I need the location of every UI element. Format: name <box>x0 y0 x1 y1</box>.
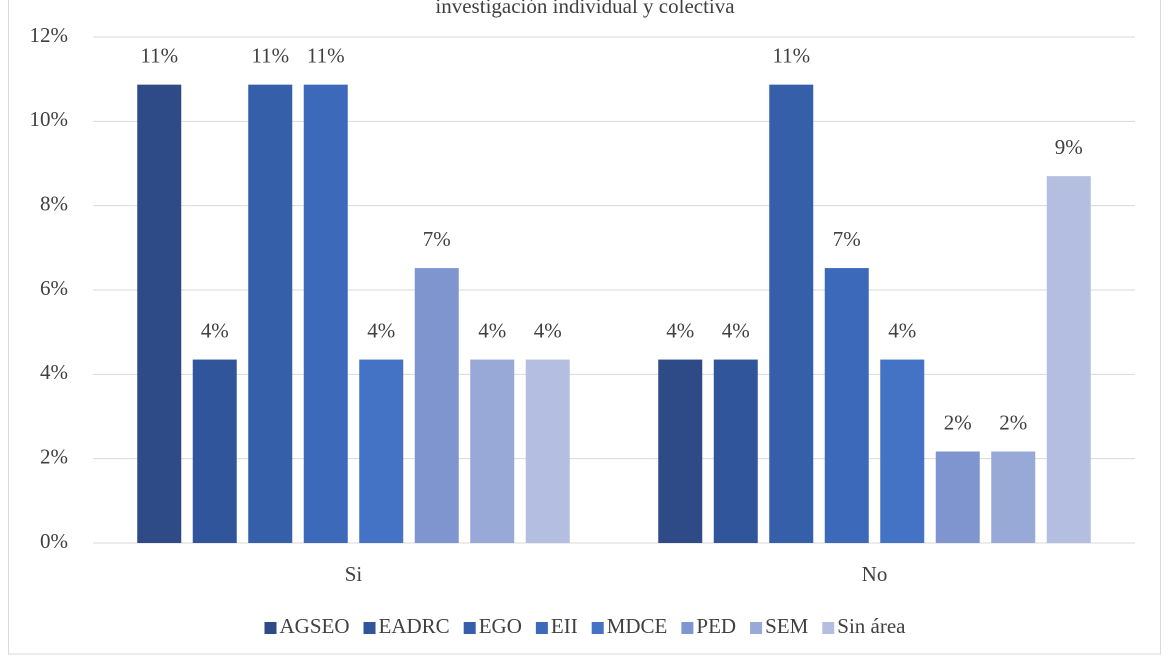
bar <box>713 359 758 543</box>
y-tick-label: 10% <box>30 107 69 131</box>
data-label: 2% <box>944 410 972 434</box>
chart-border <box>8 0 1161 655</box>
legend-swatch <box>264 622 277 634</box>
legend-label: EII <box>551 614 578 638</box>
bar <box>470 359 515 543</box>
data-label: 7% <box>833 227 861 251</box>
x-tick-label: Si <box>345 562 363 586</box>
legend: AGSEO EADRC EGO EII MDCE PED SEM Sin área <box>264 614 906 638</box>
bar <box>1046 176 1091 543</box>
bar <box>192 359 237 543</box>
bar <box>359 359 404 543</box>
data-label: 4% <box>201 318 229 342</box>
bar <box>991 451 1036 543</box>
legend-label: SEM <box>765 614 809 638</box>
data-label: 11% <box>140 43 178 67</box>
bar <box>137 84 182 544</box>
data-label: 9% <box>1055 135 1083 159</box>
bar <box>525 359 570 543</box>
data-label: 4% <box>666 318 694 342</box>
data-label: 4% <box>478 318 506 342</box>
legend-swatch <box>363 622 376 634</box>
data-label: 7% <box>423 227 451 251</box>
bar <box>248 84 293 544</box>
legend-swatch <box>591 622 604 634</box>
data-label: 11% <box>307 43 345 67</box>
bar <box>824 268 869 543</box>
y-tick-label: 2% <box>40 444 68 468</box>
bar <box>303 84 348 544</box>
legend-label: EADRC <box>379 614 450 638</box>
bar <box>880 359 925 543</box>
data-label: 4% <box>722 318 750 342</box>
data-label: 2% <box>999 410 1027 434</box>
y-tick-label: 4% <box>40 360 68 384</box>
data-label: 11% <box>251 43 289 67</box>
legend-label: AGSEO <box>280 614 350 638</box>
y-tick-label: 0% <box>40 529 68 553</box>
bar <box>414 268 459 543</box>
data-label: 4% <box>888 318 916 342</box>
y-tick-label: 8% <box>40 191 68 215</box>
chart-title: investigación individual y colectiva <box>435 0 735 18</box>
bar <box>935 451 980 543</box>
legend-swatch <box>463 622 476 634</box>
legend-label: EGO <box>479 614 522 638</box>
legend-swatch <box>681 622 694 634</box>
legend-swatch <box>750 622 763 634</box>
bar <box>658 359 703 543</box>
legend-swatch <box>535 622 548 634</box>
legend-label: MDCE <box>607 614 668 638</box>
legend-label: Sin área <box>837 614 906 638</box>
x-tick-label: No <box>862 562 888 586</box>
data-label: 11% <box>772 43 810 67</box>
legend-swatch <box>822 622 835 634</box>
data-label: 4% <box>367 318 395 342</box>
y-tick-label: 6% <box>40 276 68 300</box>
y-tick-label: 12% <box>30 23 69 47</box>
legend-label: PED <box>696 614 736 638</box>
data-label: 4% <box>534 318 562 342</box>
bar <box>769 84 814 544</box>
